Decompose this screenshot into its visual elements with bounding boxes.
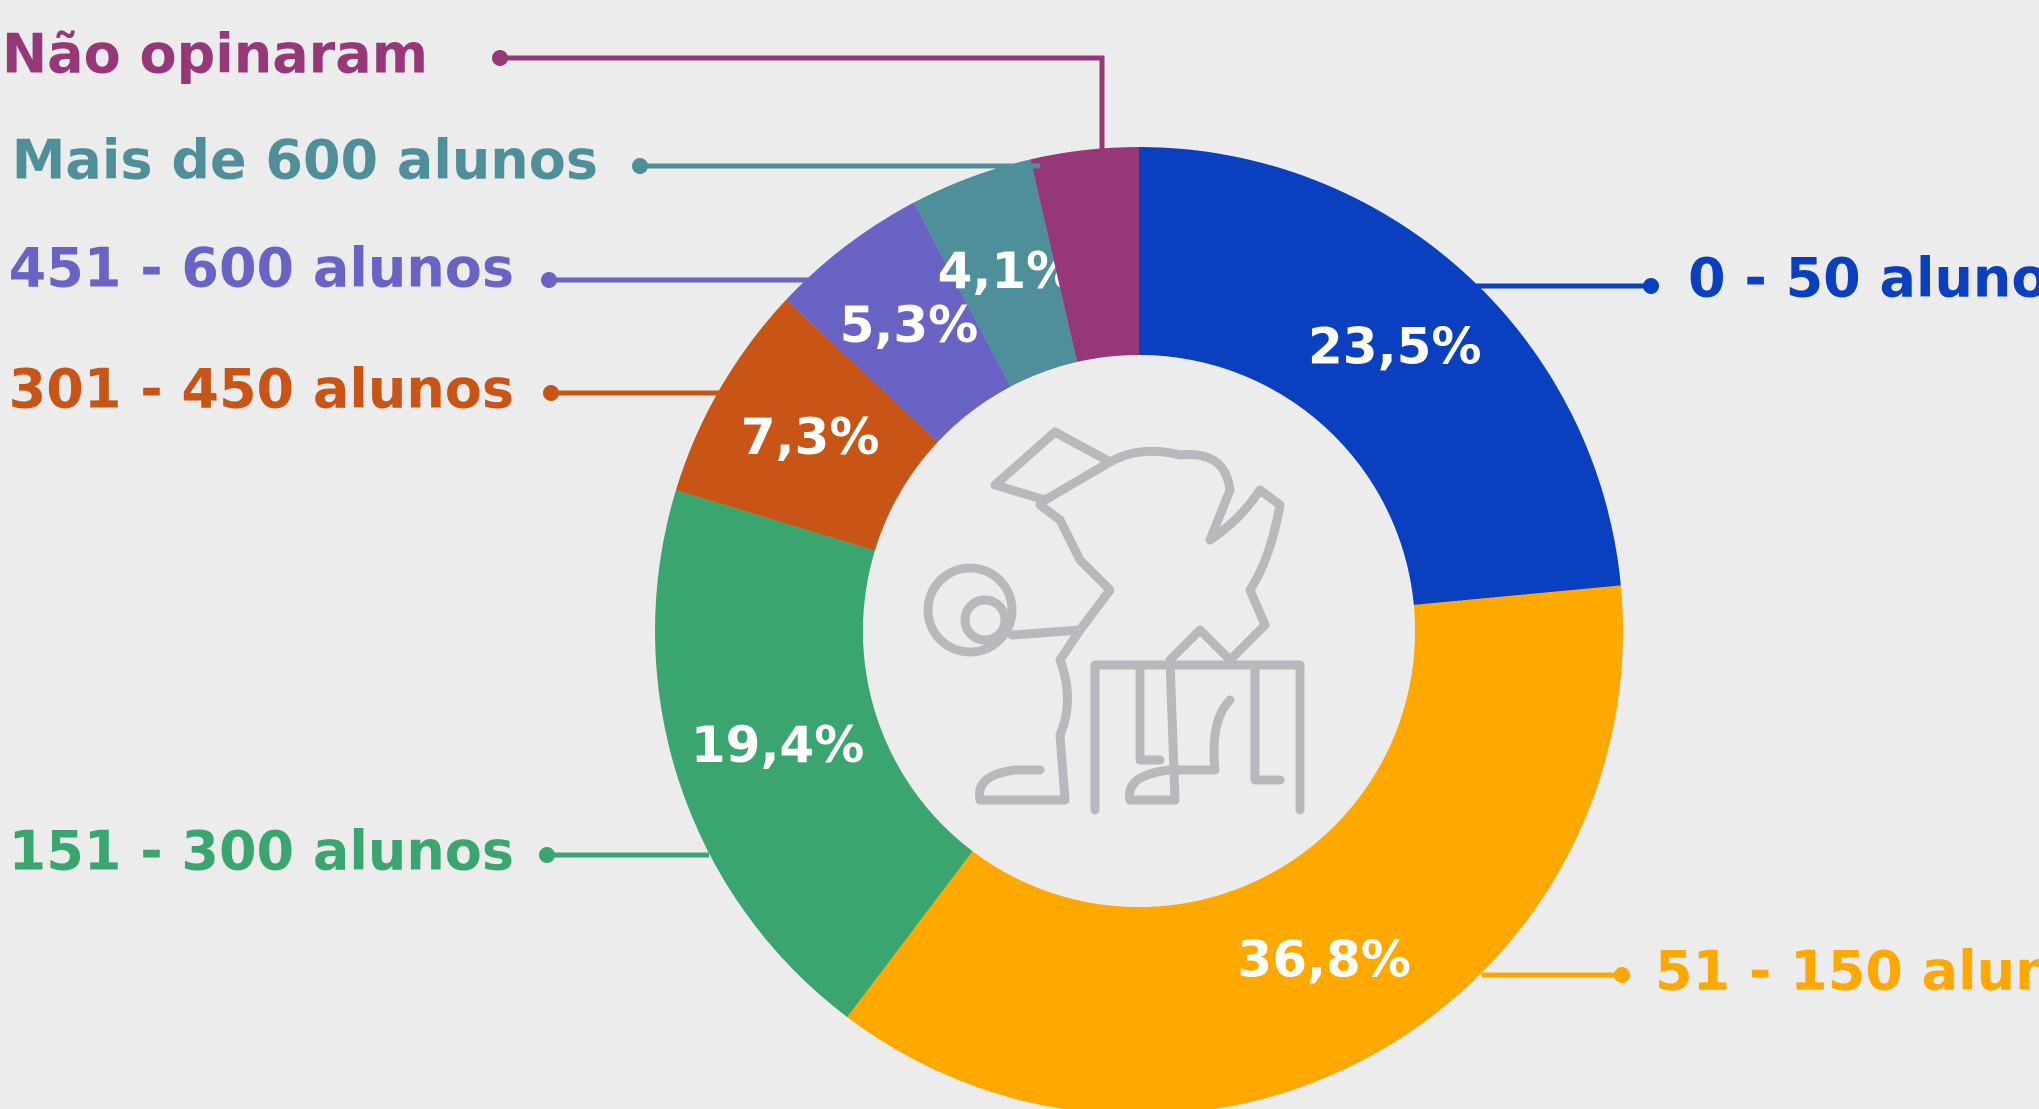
legend-label: 151 - 300 alunos xyxy=(9,820,514,883)
leader-dot xyxy=(1614,967,1630,983)
value-label: 19,4% xyxy=(691,716,864,774)
value-label: 5,3% xyxy=(840,296,979,354)
legend-label: 301 - 450 alunos xyxy=(9,358,514,421)
legend-label: 0 - 50 alunos xyxy=(1688,247,2039,310)
value-label: 23,5% xyxy=(1308,317,1481,375)
legend-label: Mais de 600 alunos xyxy=(12,129,598,192)
chart: 23,5%36,8%19,4%7,3%5,3%4,1% 0 - 50 aluno… xyxy=(0,0,2039,1109)
legend-label: 451 - 600 alunos xyxy=(9,237,514,300)
leader-dot xyxy=(543,385,559,401)
donut: 23,5%36,8%19,4%7,3%5,3%4,1% xyxy=(655,147,1623,1109)
leader-dot xyxy=(541,272,557,288)
leader-dot xyxy=(632,158,648,174)
value-label: 36,8% xyxy=(1237,930,1410,988)
legend-label: 51 - 150 alunos xyxy=(1655,940,2039,1003)
donut-hole xyxy=(863,355,1415,907)
value-label: 7,3% xyxy=(741,408,880,466)
leader-dot xyxy=(539,847,555,863)
leader-dot xyxy=(492,50,508,66)
legend-label: Não opinaram xyxy=(2,23,428,86)
leader-dot xyxy=(1643,278,1659,294)
